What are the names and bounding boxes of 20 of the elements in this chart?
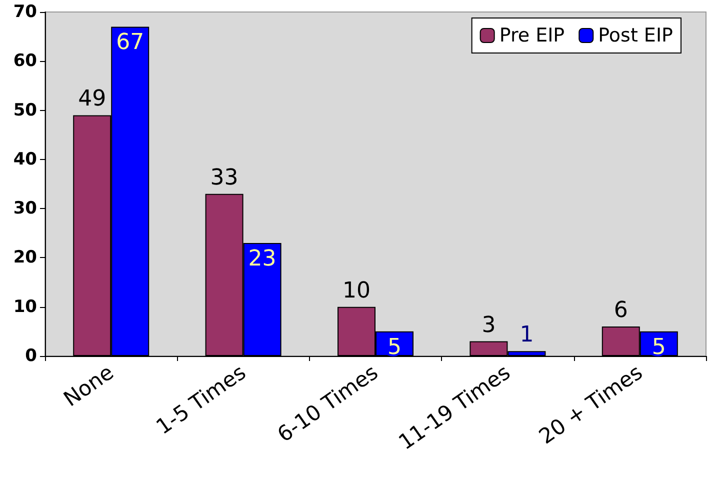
data-label: 1: [520, 322, 534, 348]
y-tick-label: 20: [13, 248, 38, 268]
data-label: 10: [342, 278, 370, 304]
data-label: 6: [614, 298, 628, 324]
y-tick-label: 30: [13, 198, 38, 219]
data-label: 23: [248, 246, 276, 272]
legend-label: Pre EIP: [499, 24, 565, 46]
y-tick-label: 60: [13, 51, 38, 72]
data-label: 33: [210, 165, 238, 190]
data-label: 67: [116, 30, 144, 56]
data-label: 3: [482, 312, 496, 338]
y-tick-label: 0: [25, 346, 38, 366]
legend-label: Post EIP: [598, 24, 673, 46]
y-tick-label: 10: [13, 296, 38, 317]
data-label: 5: [652, 334, 666, 360]
y-tick-label: 70: [13, 2, 38, 22]
data-label: 49: [78, 86, 106, 112]
y-tick-label: 40: [13, 149, 38, 170]
data-label: 5: [388, 334, 402, 360]
y-tick-label: 50: [13, 100, 38, 120]
